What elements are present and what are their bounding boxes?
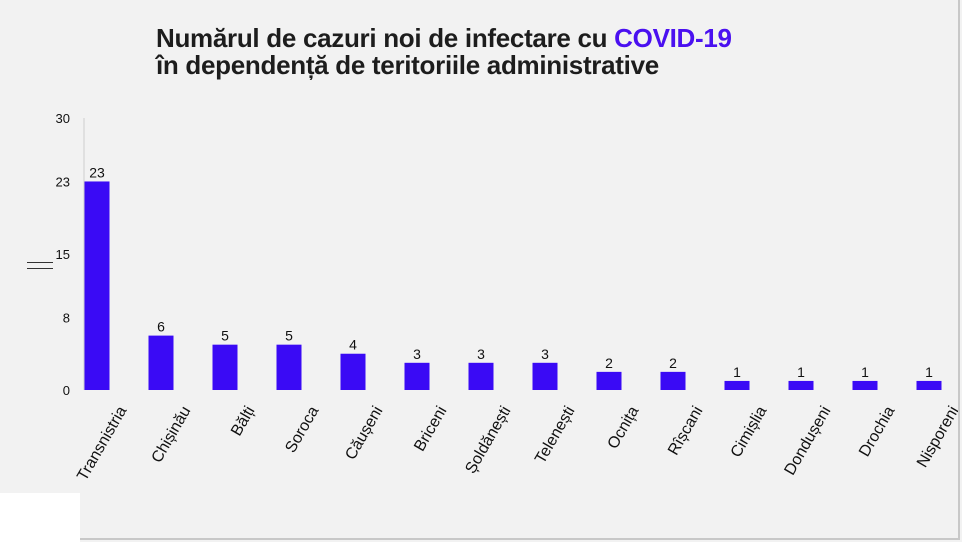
x-tick-label: Drochia: [856, 403, 898, 459]
bar: [852, 380, 878, 390]
bar: [532, 362, 558, 390]
x-tick-label: Ocnița: [605, 403, 643, 452]
x-tick-label: Cimișlia: [728, 403, 771, 460]
data-label: 5: [285, 328, 293, 344]
x-tick-label: Telenești: [532, 404, 578, 467]
bar: [468, 362, 494, 390]
y-tick-label: 15: [56, 247, 70, 262]
bars: 23 6 5 5 4 3 3 3 2 2 1 1 1 1: [84, 164, 942, 390]
data-label: 1: [925, 364, 933, 380]
x-tick-label: Chișinău: [149, 404, 195, 466]
data-label: 4: [349, 337, 357, 353]
y-axis: 0 8 15 23 30: [56, 111, 85, 398]
data-label: 1: [861, 364, 869, 380]
bar: [660, 371, 686, 390]
x-tick-label: Rîșcani: [665, 404, 706, 459]
bar: [212, 344, 238, 390]
bar: [596, 371, 622, 390]
y-tick-label: 8: [63, 310, 70, 325]
data-label: 2: [605, 355, 613, 371]
title-line-2: în dependență de teritoriile administrat…: [156, 50, 659, 80]
data-label: 1: [733, 364, 741, 380]
data-label: 5: [221, 328, 229, 344]
x-tick-label: Dondușeni: [781, 404, 834, 479]
x-tick-label: Șoldănești: [462, 404, 514, 477]
x-tick-label: Soroca: [282, 403, 322, 455]
x-tick-label: Transnistria: [74, 403, 130, 483]
x-tick-label: Bălți: [228, 404, 258, 439]
bar: [276, 344, 302, 390]
x-tick-label: Nisporeni: [914, 404, 958, 471]
legend-marker-icon: [27, 262, 53, 269]
data-label: 3: [413, 346, 421, 362]
bar: [404, 362, 430, 390]
data-label: 23: [89, 164, 105, 180]
title-prefix: Numărul de cazuri noi de infectare cu: [156, 23, 615, 53]
x-tick-label: Briceni: [411, 404, 450, 455]
title-accent: COVID-19: [614, 23, 732, 53]
bar: [788, 380, 814, 390]
bar: [340, 353, 366, 390]
data-label: 1: [797, 364, 805, 380]
bar: [84, 181, 110, 390]
y-tick-label: 0: [63, 383, 70, 398]
y-tick-label: 23: [56, 174, 70, 189]
bar: [148, 335, 174, 390]
x-tick-label: Căușeni: [342, 404, 386, 463]
x-axis-labels: Transnistria Chișinău Bălți Soroca Căușeni Br…: [74, 403, 958, 483]
data-label: 3: [477, 346, 485, 362]
data-label: 3: [541, 346, 549, 362]
bar: [724, 380, 750, 390]
title-line-1: Numărul de cazuri noi de infectare cu CO…: [156, 25, 732, 52]
blank-corner: [0, 493, 80, 542]
bar: [916, 380, 942, 390]
chart-title: Numărul de cazuri noi de infectare cu CO…: [156, 25, 732, 79]
data-label: 6: [157, 319, 165, 335]
data-label: 2: [669, 355, 677, 371]
y-tick-label: 30: [56, 111, 70, 126]
